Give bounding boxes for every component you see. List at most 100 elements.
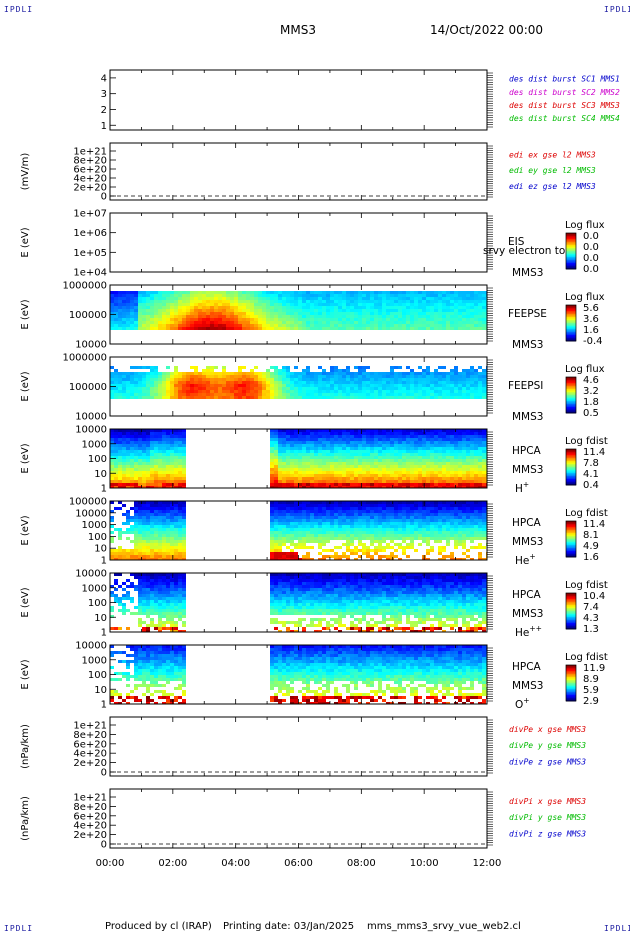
colorbar-frame (565, 304, 577, 342)
colorbar-cell (566, 248, 576, 250)
colorbar-cell (566, 624, 576, 627)
legend-entry: divPe x gse MMS3 (509, 725, 586, 734)
colorbar-tick-label: 1.6 (583, 325, 599, 336)
colorbar-cell (566, 695, 576, 697)
colorbar-cell (566, 236, 576, 238)
colorbar-cell (566, 623, 576, 625)
colorbar-cell (566, 614, 576, 616)
colorbar-cell (566, 401, 576, 403)
legend-entry: des dist burst SC1 MMS1 (509, 75, 620, 84)
colorbar-cell (566, 240, 576, 243)
y-tick-label: 10 (94, 544, 107, 555)
y-axis-label: E (eV) (20, 659, 31, 689)
header-spacecraft: MMS3 (280, 23, 316, 37)
colorbar-frame (565, 448, 577, 486)
colorbar-cell (566, 389, 576, 391)
colorbar-cell (566, 246, 576, 249)
time-axis-label: 12:00 (473, 858, 502, 869)
time-axis-label: 00:00 (96, 858, 125, 869)
colorbar-cell (566, 453, 576, 456)
colorbar-cell (566, 455, 576, 457)
y-axis-label: E (eV) (20, 371, 31, 401)
colorbar-title: Log flux (565, 220, 605, 231)
colorbar-cell (566, 600, 576, 603)
colorbar-cell (566, 257, 576, 259)
colorbar-cell (566, 626, 576, 628)
colorbar-cell (566, 524, 576, 526)
instrument-label: EIS (508, 236, 525, 248)
colorbar-cell (566, 479, 576, 481)
colorbar-title: Log flux (565, 364, 605, 375)
colorbar-cell (566, 267, 576, 270)
y-tick-label: 1e+04 (73, 268, 107, 279)
colorbar-cell (566, 554, 576, 556)
colorbar-cell (566, 620, 576, 622)
spacecraft-label: MMS3 (512, 411, 543, 423)
y-tick-label: 4 (101, 73, 107, 84)
colorbar-cell (566, 405, 576, 408)
legend-entry: divPi x gse MMS3 (509, 797, 586, 806)
y-tick-label: 8e+20 (73, 156, 107, 167)
y-tick-label: 1000 (82, 655, 107, 666)
spacecraft-label: MMS3 (512, 339, 543, 351)
spacecraft-label: MMS3 (512, 536, 543, 548)
time-axis-label: 02:00 (158, 858, 187, 869)
colorbar-cell (566, 462, 576, 465)
colorbar-cell (566, 387, 576, 390)
y-tick-label: 10000 (75, 508, 107, 519)
colorbar-cell (566, 593, 576, 595)
colorbar-cell (566, 675, 576, 678)
y-tick-label: 10 (94, 685, 107, 696)
y-tick-label: 1000 (82, 439, 107, 450)
colorbar-tick-label: 7.4 (583, 602, 599, 613)
spacecraft-label: MMS3 (512, 608, 543, 620)
colorbar-cell (566, 543, 576, 546)
colorbar-tick-label: 2.9 (583, 696, 599, 707)
instrument-label: HPCA (512, 517, 542, 529)
colorbar-cell (566, 683, 576, 685)
y-tick-label: 2e+20 (73, 830, 107, 841)
colorbar-cell (566, 396, 576, 399)
colorbar-tick-label: 4.9 (583, 541, 599, 552)
colorbar-cell (566, 402, 576, 405)
colorbar-cell (566, 677, 576, 679)
footer-printing-date: Printing date: 03/Jan/2025 (223, 921, 355, 932)
panel-frame-distributions (109, 69, 488, 131)
colorbar-cell (566, 699, 576, 702)
colorbar-cell (566, 608, 576, 610)
colorbar-tick-label: 8.1 (583, 530, 599, 541)
colorbar-cell (566, 233, 576, 235)
colorbar-cell (566, 594, 576, 597)
instrument-label: FEEPSI (508, 380, 543, 392)
time-axis-label: 06:00 (284, 858, 313, 869)
colorbar-cell (566, 684, 576, 687)
colorbar-tick-label: 1.3 (583, 624, 599, 635)
colorbar-cell (566, 468, 576, 471)
y-tick-label: 1e+06 (73, 228, 107, 239)
colorbar-tick-label: 0.4 (583, 480, 599, 491)
header-datetime: 14/Oct/2022 00:00 (430, 23, 544, 37)
colorbar-cell (566, 533, 576, 535)
y-tick-label: 100000 (69, 497, 107, 508)
panel-frame-divpi (109, 788, 488, 849)
y-tick-label: 6e+20 (73, 811, 107, 822)
colorbar-cell (566, 323, 576, 325)
colorbar-cell (566, 308, 576, 310)
colorbar-cell (566, 482, 576, 484)
y-axis-label: E (eV) (20, 227, 31, 257)
colorbar-cell (566, 534, 576, 537)
colorbar-cell (566, 537, 576, 540)
colorbar-cell (566, 249, 576, 252)
colorbar-tick-label: 0.5 (583, 408, 599, 419)
colorbar-cell (566, 618, 576, 621)
colorbar-tick-label: 0.0 (583, 231, 599, 242)
colorbar-cell (566, 530, 576, 532)
colorbar-cell (566, 251, 576, 253)
colorbar-cell (566, 395, 576, 397)
legend-entry: divPi y gse MMS3 (509, 813, 586, 822)
y-axis-label: E (eV) (20, 587, 31, 617)
colorbar-title: Log fdist (565, 652, 608, 663)
species-label: He++ (515, 624, 542, 639)
y-tick-label: 0 (101, 840, 107, 851)
